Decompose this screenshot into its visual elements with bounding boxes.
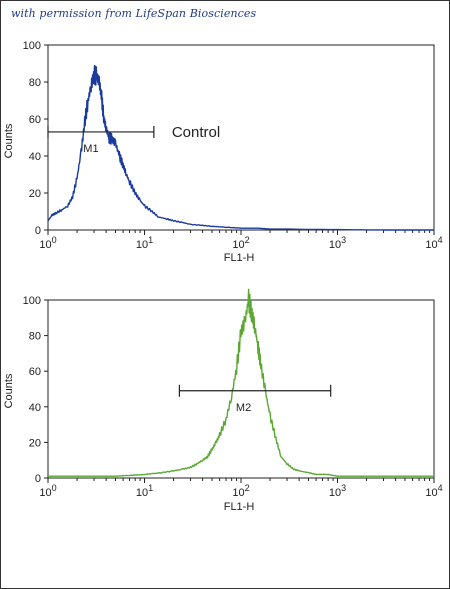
x-tick-label: 101: [136, 235, 153, 251]
y-tick-label: 20: [29, 188, 41, 200]
y-tick-label: 20: [29, 437, 41, 449]
x-tick-label: 102: [232, 483, 249, 499]
y-tick-label: 40: [29, 151, 41, 163]
x-tick-label: 101: [136, 483, 153, 499]
y-tick-label: 60: [29, 366, 41, 378]
x-tick-label: 103: [329, 483, 346, 499]
credit-text: with permission from LifeSpan Bioscience…: [11, 7, 257, 20]
x-tick-label: 102: [232, 235, 249, 251]
y-tick-label: 0: [35, 473, 41, 485]
y-tick-label: 80: [29, 77, 41, 89]
marker-label: M1: [83, 143, 98, 155]
y-tick-label: 80: [29, 331, 41, 343]
x-tick-label: 104: [425, 483, 442, 499]
y-tick-label: 100: [23, 295, 41, 307]
plot-frame: [47, 44, 435, 231]
y-tick-label: 0: [35, 225, 41, 237]
control-annotation: Control: [172, 124, 220, 141]
series-1-line: [47, 64, 434, 231]
y-tick-label: 60: [29, 114, 41, 126]
x-tick-label: 103: [329, 235, 346, 251]
x-tick-label: 100: [39, 483, 56, 499]
chart-1: 0 20 40 60 80 100 100 101 102 103 104 FL1-H Counts M1…: [3, 40, 443, 264]
x-axis-title: FL1-H: [224, 501, 255, 513]
series-1-line: [48, 288, 434, 477]
chart-2: 0 20 40 60 80 100 100 101 102 103 104 FL1-H Counts M2: [3, 288, 443, 513]
x-axis-title: FL1-H: [224, 252, 255, 264]
y-tick-label: 100: [23, 40, 41, 52]
marker-label: M2: [236, 402, 251, 414]
x-tick-label: 100: [39, 235, 56, 251]
x-tick-label: 104: [425, 235, 442, 251]
y-axis-title: Counts: [3, 373, 15, 408]
y-axis-title: Counts: [3, 123, 15, 158]
y-tick-label: 40: [29, 402, 41, 414]
